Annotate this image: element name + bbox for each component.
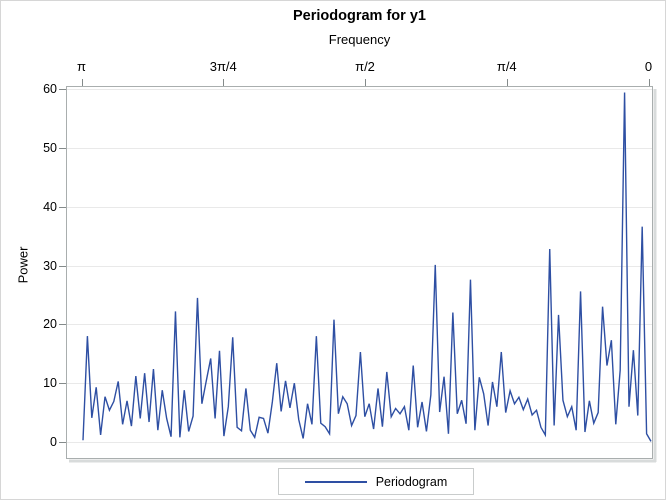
x-tick-label: 3π/4 xyxy=(209,59,237,74)
x-tick-label: π/4 xyxy=(496,59,517,74)
y-tick-label: 50 xyxy=(43,140,57,155)
y-tick-label: 60 xyxy=(43,82,57,96)
x-tick-label: π/2 xyxy=(355,59,375,74)
x-axis-title: Frequency xyxy=(328,32,391,47)
chart-title: Periodogram for y1 xyxy=(293,8,426,24)
y-tick-label: 20 xyxy=(43,317,57,332)
legend-label: Periodogram xyxy=(375,474,448,489)
periodogram-series-line xyxy=(82,92,652,442)
legend: Periodogram xyxy=(278,468,474,495)
y-tick-label: 10 xyxy=(43,376,57,391)
y-tick-label: 0 xyxy=(50,435,57,449)
x-tick-label: π xyxy=(77,59,86,74)
x-tick-label: 0 xyxy=(644,59,653,74)
legend-line-swatch xyxy=(304,480,367,483)
y-tick-label: 30 xyxy=(43,258,57,273)
y-tick-label: 40 xyxy=(43,199,57,214)
